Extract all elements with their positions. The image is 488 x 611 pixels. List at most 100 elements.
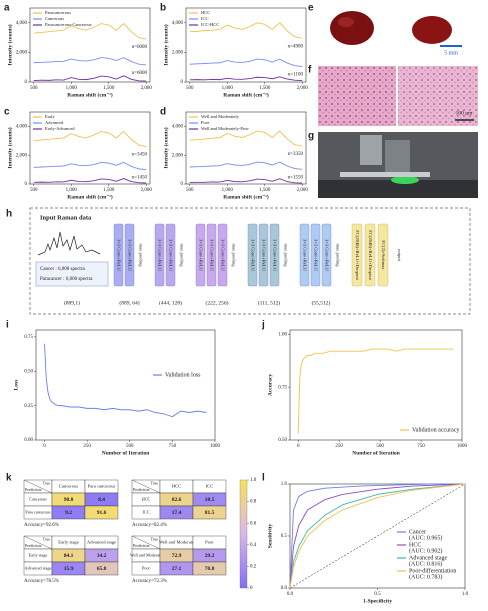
cell-value: 82.6 <box>172 497 182 503</box>
conv-label: 3×3 Conv+ReLU <box>198 239 203 272</box>
series-line <box>33 57 147 66</box>
legend-label: ICC <box>201 16 209 21</box>
plot-frame <box>185 111 307 185</box>
y-tick-label: 1.0 <box>281 482 288 487</box>
y-tick-label: 0.75 <box>278 385 287 390</box>
pool-label: max pooling <box>231 243 236 267</box>
x-tick-label: 500 <box>30 86 38 91</box>
y-axis-label: Accuracy <box>267 374 273 397</box>
x-tick-label: 500 <box>376 444 384 449</box>
y-tick-label: 4,000 <box>16 125 28 130</box>
series-line <box>33 22 147 40</box>
y-tick-label: 0 <box>25 80 28 85</box>
reference-line <box>289 483 466 589</box>
conv-layer <box>310 223 321 287</box>
conv-layer <box>217 223 228 287</box>
panel-label: c <box>4 107 10 118</box>
annotation: n=1100 <box>288 73 304 78</box>
cell-value: 8.4 <box>98 497 105 503</box>
series-line <box>33 178 147 184</box>
corner-diagonal <box>131 535 161 550</box>
x-tick-label: 0 <box>43 444 46 449</box>
conv-label: 3×3 Conv+ReLU <box>157 239 162 272</box>
y-axis-label: Intensity (counts) <box>6 127 13 168</box>
row-label: Cancerous <box>29 496 47 501</box>
stage-dims: (222, 256) <box>206 299 229 306</box>
x-tick-label: 1,000 <box>222 188 234 193</box>
series-line <box>289 483 466 589</box>
pool-label: max pooling <box>179 243 184 267</box>
conv-layer <box>124 223 135 287</box>
column-label: Early stage <box>58 540 79 545</box>
y-tick-label: 2,000 <box>172 51 184 56</box>
plot-frame <box>289 329 463 441</box>
annotation: n=1550 <box>288 175 304 180</box>
y-tick-label: 0.5 <box>281 534 288 539</box>
legend-label: Advanced stage <box>409 555 447 561</box>
colorbar-tick-label: 0.2 <box>250 565 257 570</box>
series-line <box>289 483 466 589</box>
x-tick-label: 1,500 <box>259 86 271 91</box>
conv-layer <box>299 223 310 287</box>
cell-value: 90.8 <box>64 497 74 503</box>
legend-label: Cancerous <box>45 16 64 21</box>
x-tick-label: 1,500 <box>103 86 115 91</box>
panel-label: a <box>4 3 10 14</box>
input-box <box>35 261 109 287</box>
y-tick-label: 0.0 <box>281 586 288 591</box>
matrix-cell <box>84 505 119 520</box>
legend-label: Early <box>45 114 55 119</box>
annotation: n=3450 <box>132 153 148 158</box>
series-line <box>33 130 147 148</box>
corner-prediction: Prediction <box>133 487 149 492</box>
colorbar-tick-label: 0.6 <box>250 521 257 526</box>
fc-layer <box>364 223 376 287</box>
row-label: Para cancerous <box>25 509 51 514</box>
conv-label: 3×3 Conv+ReLU <box>209 239 214 272</box>
y-axis-label: Sensitivity <box>267 524 273 549</box>
panel-label: b <box>160 3 166 14</box>
row-label: HCC <box>142 496 151 501</box>
input-spectrum <box>37 231 101 256</box>
legend-label: HCC <box>201 10 210 15</box>
x-tick-label: 1,000 <box>66 86 78 91</box>
x-axis-label: Raman shift (cm⁻¹) <box>223 193 269 200</box>
y-tick-label: 0 <box>181 182 184 187</box>
diagram-frame <box>29 207 471 315</box>
corner-diagonal <box>23 479 53 494</box>
y-tick-label: 4,000 <box>16 21 28 26</box>
cell-value: 34.2 <box>97 553 107 559</box>
x-tick-label: 2,000 <box>297 188 309 193</box>
x-tick-label: 2,000 <box>297 86 309 91</box>
corner-diagonal <box>131 479 161 494</box>
cell-value: 17.4 <box>172 510 182 516</box>
matrix-accuracy: Accuracy=82.4% <box>132 523 167 528</box>
cell-value: 29.2 <box>205 553 215 559</box>
corner-prediction: Prediction <box>25 543 41 548</box>
x-tick-label: 1,500 <box>259 188 271 193</box>
x-tick-label: 1,000 <box>66 188 78 193</box>
legend-label: Validation loss <box>165 372 201 378</box>
stage-dims: (55,512) <box>312 299 331 306</box>
conv-label: 3×3 Conv+ReLU <box>261 239 266 272</box>
conv-label: 3×3 Conv+ReLU <box>220 239 225 272</box>
series-line <box>297 348 454 434</box>
corner-true: True <box>43 480 51 485</box>
conv-label: 3×3 Conv+ReLU <box>302 239 307 272</box>
fc-layer <box>377 223 389 287</box>
scale-label: 100 μm <box>456 110 474 116</box>
y-tick-label: 0 <box>181 80 184 85</box>
conv-label: 3×3 Conv+ReLU <box>116 239 121 272</box>
cell-value: 18.5 <box>205 497 215 503</box>
conv-layer <box>113 223 124 287</box>
series-line <box>189 161 303 170</box>
fc-label: FC(2048)+ReLU+Dropout <box>368 230 373 280</box>
y-tick-label: 0.50 <box>278 438 287 443</box>
x-tick-label: 2,000 <box>141 188 153 193</box>
colorbar-tick-label: 0.8 <box>250 500 257 505</box>
cell-value: 9.2 <box>65 510 72 516</box>
legend-label: Advanced <box>45 120 64 125</box>
corner-diagonal <box>23 535 53 550</box>
